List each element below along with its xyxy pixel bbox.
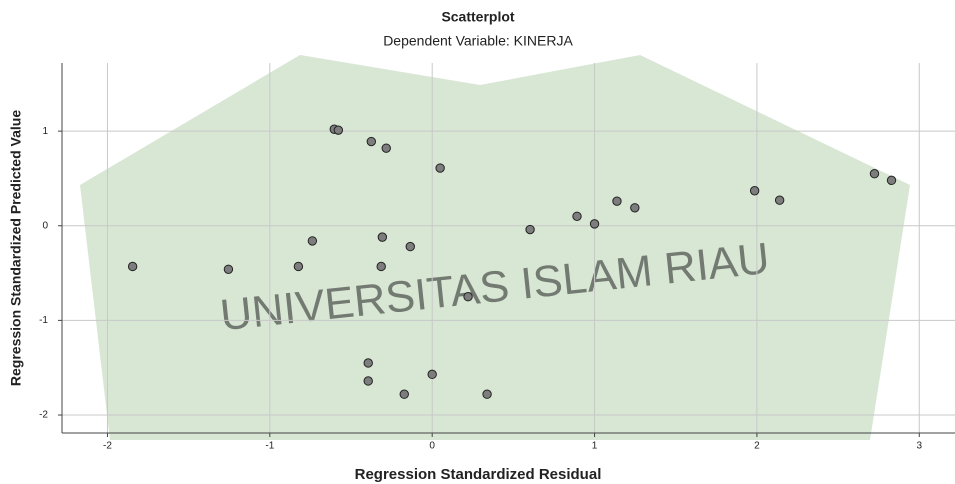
x-tick-label: -2 xyxy=(103,441,112,452)
x-tick-label: 0 xyxy=(429,441,435,452)
point xyxy=(308,237,316,245)
point xyxy=(870,170,878,178)
point xyxy=(334,126,342,134)
point xyxy=(400,390,408,398)
point xyxy=(590,220,598,228)
x-tick-label: 1 xyxy=(592,441,598,452)
point xyxy=(631,204,639,212)
point xyxy=(428,370,436,378)
y-tick-label: 1 xyxy=(42,126,48,137)
point xyxy=(750,187,758,195)
x-tick-label: -1 xyxy=(265,441,274,452)
point xyxy=(573,212,581,220)
chart-title: Scatterplot xyxy=(441,9,514,25)
y-tick-label: 0 xyxy=(42,220,48,231)
point xyxy=(613,197,621,205)
point xyxy=(483,390,491,398)
chart-subtitle: Dependent Variable: KINERJA xyxy=(383,33,573,49)
point xyxy=(382,144,390,152)
x-tick-label: 2 xyxy=(754,441,760,452)
point xyxy=(436,164,444,172)
chart: Scatterplot Dependent Variable: KINERJA … xyxy=(0,0,955,484)
point xyxy=(128,262,136,270)
point xyxy=(224,265,232,273)
x-tick-label: 3 xyxy=(916,441,922,452)
point xyxy=(364,377,372,385)
point xyxy=(526,225,534,233)
point xyxy=(364,359,372,367)
point xyxy=(406,242,414,250)
point xyxy=(294,262,302,270)
point xyxy=(887,176,895,184)
y-axis-label: Regression Standardized Predicted Value xyxy=(8,110,24,386)
x-axis-label: Regression Standardized Residual xyxy=(355,466,602,483)
point xyxy=(464,293,472,301)
point xyxy=(378,233,386,241)
y-tick-label: -2 xyxy=(39,410,48,421)
point xyxy=(377,262,385,270)
point xyxy=(775,196,783,204)
y-tick-label: -1 xyxy=(39,315,48,326)
point xyxy=(367,137,375,145)
watermark-shape xyxy=(80,55,910,440)
